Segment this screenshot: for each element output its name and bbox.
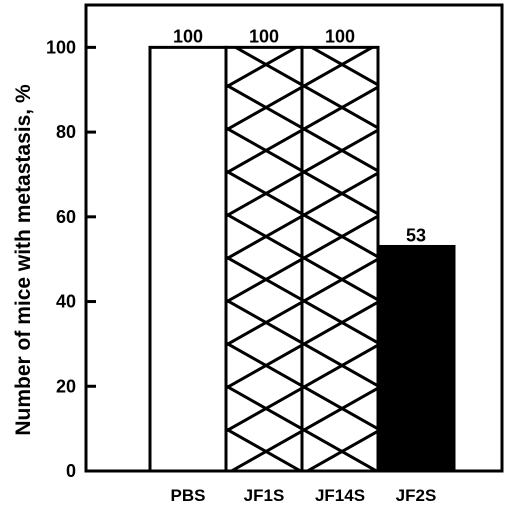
y-tick-label: 20: [56, 376, 76, 396]
y-tick-label: 0: [66, 461, 76, 481]
x-category-label: JF1S: [244, 486, 285, 505]
x-axis-categories: PBS JF1S JF14S JF2S: [171, 486, 437, 505]
x-category-label: JF14S: [315, 486, 365, 505]
x-category-label: JF2S: [396, 486, 437, 505]
bar-jf14s: [300, 45, 380, 473]
data-label: 100: [325, 26, 355, 46]
data-labels: 100 100 100 53: [173, 26, 426, 245]
bar-jf1s: [224, 45, 304, 473]
bar-pbs: [148, 45, 228, 473]
y-tick-label: 100: [46, 37, 76, 57]
y-tick-label: 40: [56, 292, 76, 312]
bars: [148, 45, 456, 473]
data-label: 100: [249, 26, 279, 46]
y-tick-label: 60: [56, 207, 76, 227]
x-category-label: PBS: [171, 486, 206, 505]
y-tick-label: 80: [56, 122, 76, 142]
plot-frame: [84, 3, 504, 473]
data-label: 100: [173, 26, 203, 46]
y-axis-title: Number of mice with metastasis, %: [12, 84, 35, 436]
bar-jf2s: [376, 244, 456, 473]
y-axis-ticks: 0 20 40 60 80 100: [46, 37, 96, 481]
data-label: 53: [406, 225, 426, 245]
